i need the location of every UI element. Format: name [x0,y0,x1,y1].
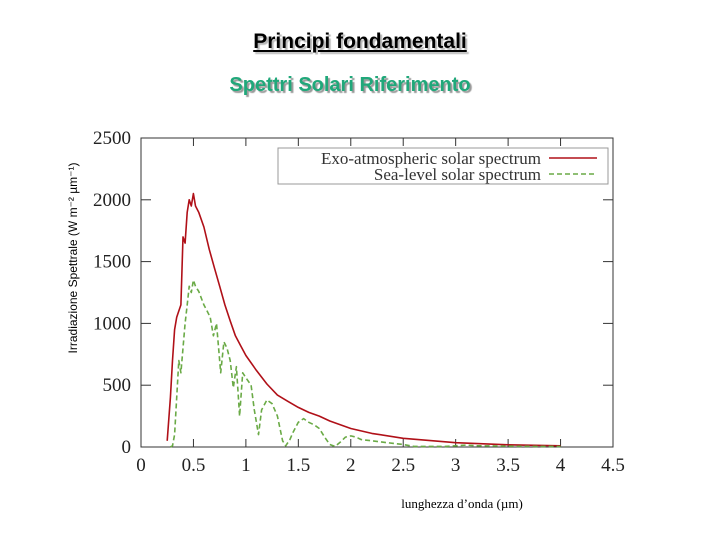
y-tick-label: 2000 [93,190,131,211]
x-tick-label: 3 [451,455,461,476]
legend-label: Sea-level solar spectrum [374,165,541,184]
legend: Exo-atmospheric solar spectrumSea-level … [277,147,609,185]
y-axis-label: Irradiazione Spettrale (W m⁻² µm⁻¹) [66,163,80,354]
y-tick-label: 2500 [93,128,131,149]
slide-title: Principi fondamentali [253,30,467,53]
x-tick-label: 4.5 [601,455,625,476]
y-tick-label: 0 [122,437,132,458]
y-tick-label: 500 [103,375,132,396]
legend-label: Exo-atmospheric solar spectrum [321,149,541,168]
x-tick-label: 2 [346,455,356,476]
slide-subtitle: Spettri Solari Riferimento [229,74,471,96]
plot-border [140,137,614,448]
series-line-exo-atmospheric [166,192,561,447]
y-tick-label: 1000 [93,313,131,334]
x-axis-label: lunghezza d’onda (µm) [401,496,523,511]
x-tick-label: 1.5 [286,455,310,476]
x-tick-label: 1 [241,455,251,476]
x-tick-label: 3.5 [496,455,520,476]
y-tick-label: 1500 [93,252,131,273]
x-tick-label: 0.5 [182,455,206,476]
series-layer [166,192,561,448]
x-tick-label: 4 [556,455,566,476]
plot-frame [140,137,614,448]
legend-box [277,147,609,185]
x-tick-label: 0 [136,455,146,476]
x-tick-label: 2.5 [391,455,415,476]
series-line-sea-level [170,279,561,448]
